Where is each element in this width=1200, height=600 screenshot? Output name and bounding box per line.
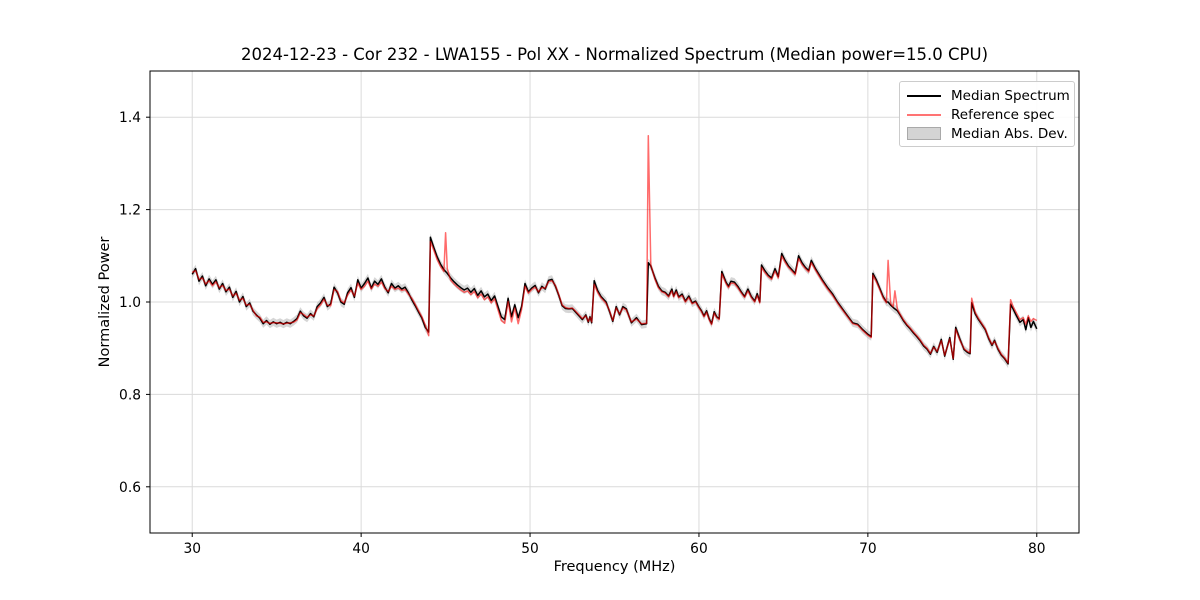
median-abs-dev-patch-swatch [907, 127, 941, 140]
grid-layer [150, 71, 1079, 533]
legend: Median Spectrum Reference spec Median Ab… [899, 81, 1075, 147]
median-spectrum-line-swatch [907, 94, 941, 97]
x-tick-label: 30 [183, 541, 201, 557]
legend-label: Median Abs. Dev. [951, 125, 1068, 142]
legend-label: Reference spec [951, 106, 1055, 123]
x-tick-label: 80 [1028, 541, 1046, 557]
mad-band [192, 233, 1037, 369]
reference-spec-line [191, 134, 1038, 364]
legend-entry-median-abs-dev: Median Abs. Dev. [907, 124, 1074, 143]
y-tick-label: 1.2 [119, 203, 141, 219]
y-axis-ticks: 0.6 0.8 1.0 1.2 1.4 [119, 110, 150, 496]
x-tick-label: 50 [521, 541, 539, 557]
reference-spec-line-swatch [907, 113, 941, 116]
x-tick-label: 40 [352, 541, 370, 557]
y-tick-label: 0.8 [119, 387, 141, 403]
x-tick-label: 60 [690, 541, 708, 557]
y-axis-label-text: Normalized Power [97, 236, 113, 368]
legend-entry-reference-spec: Reference spec [907, 105, 1074, 124]
y-tick-label: 0.6 [119, 480, 141, 496]
y-tick-label: 1.0 [119, 295, 141, 311]
x-axis-label: Frequency (MHz) [553, 559, 676, 575]
median-spectrum-line [191, 236, 1038, 365]
x-tick-label: 70 [859, 541, 877, 557]
chart-title: 2024-12-23 - Cor 232 - LWA155 - Pol XX -… [240, 45, 989, 64]
legend-label: Median Spectrum [951, 87, 1070, 104]
legend-entry-median-spectrum: Median Spectrum [907, 86, 1074, 105]
y-tick-label: 1.4 [119, 110, 141, 126]
x-axis-ticks: 30 40 50 60 70 80 [183, 533, 1046, 557]
